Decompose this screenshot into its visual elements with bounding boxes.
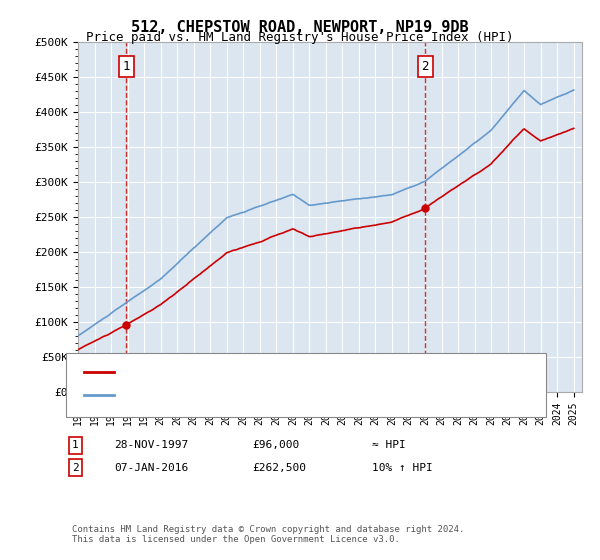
Text: £262,500: £262,500 xyxy=(252,463,306,473)
Text: 1: 1 xyxy=(122,60,130,73)
Text: 512, CHEPSTOW ROAD, NEWPORT, NP19 9DB: 512, CHEPSTOW ROAD, NEWPORT, NP19 9DB xyxy=(131,20,469,35)
Text: HPI: Average price, detached house, Newport: HPI: Average price, detached house, Newp… xyxy=(123,390,392,400)
Text: 28-NOV-1997: 28-NOV-1997 xyxy=(114,440,188,450)
Text: 512, CHEPSTOW ROAD, NEWPORT, NP19 9DB (detached house): 512, CHEPSTOW ROAD, NEWPORT, NP19 9DB (d… xyxy=(123,367,461,377)
Text: £96,000: £96,000 xyxy=(252,440,299,450)
Text: Price paid vs. HM Land Registry's House Price Index (HPI): Price paid vs. HM Land Registry's House … xyxy=(86,31,514,44)
Text: 2: 2 xyxy=(422,60,429,73)
Text: ≈ HPI: ≈ HPI xyxy=(372,440,406,450)
Text: 10% ↑ HPI: 10% ↑ HPI xyxy=(372,463,433,473)
Text: 2: 2 xyxy=(72,463,79,473)
Text: 1: 1 xyxy=(72,440,79,450)
Text: Contains HM Land Registry data © Crown copyright and database right 2024.
This d: Contains HM Land Registry data © Crown c… xyxy=(72,525,464,544)
Text: 07-JAN-2016: 07-JAN-2016 xyxy=(114,463,188,473)
